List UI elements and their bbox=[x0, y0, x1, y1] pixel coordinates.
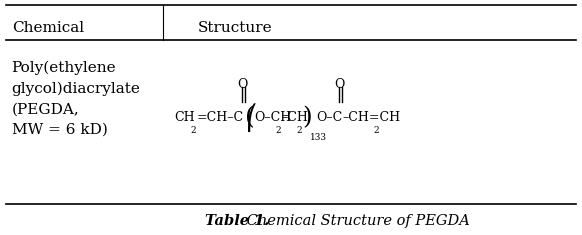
Text: Structure: Structure bbox=[198, 21, 272, 35]
Text: ): ) bbox=[302, 106, 312, 129]
Text: Chemical Structure of PEGDA: Chemical Structure of PEGDA bbox=[242, 214, 470, 228]
Text: O–C: O–C bbox=[316, 111, 342, 124]
Text: O: O bbox=[334, 78, 345, 91]
Text: =CH–C: =CH–C bbox=[197, 111, 244, 124]
Text: Poly(ethylene
glycol)diacrylate
(PEGDA,
MW = 6 kD): Poly(ethylene glycol)diacrylate (PEGDA, … bbox=[12, 61, 140, 136]
Text: O–CH: O–CH bbox=[254, 111, 291, 124]
Text: 2: 2 bbox=[373, 126, 379, 135]
Text: 2: 2 bbox=[191, 126, 197, 135]
Text: Table 1.: Table 1. bbox=[205, 214, 269, 228]
Text: –CH=CH: –CH=CH bbox=[342, 111, 400, 124]
Text: 2: 2 bbox=[275, 126, 281, 135]
Text: (: ( bbox=[245, 106, 255, 129]
Text: –CH: –CH bbox=[281, 111, 308, 124]
Text: O: O bbox=[237, 78, 247, 91]
Text: CH: CH bbox=[175, 111, 195, 124]
Text: ⎛: ⎛ bbox=[246, 103, 257, 132]
Text: Chemical: Chemical bbox=[12, 21, 84, 35]
Text: 2: 2 bbox=[296, 126, 302, 135]
Text: 133: 133 bbox=[310, 133, 327, 142]
